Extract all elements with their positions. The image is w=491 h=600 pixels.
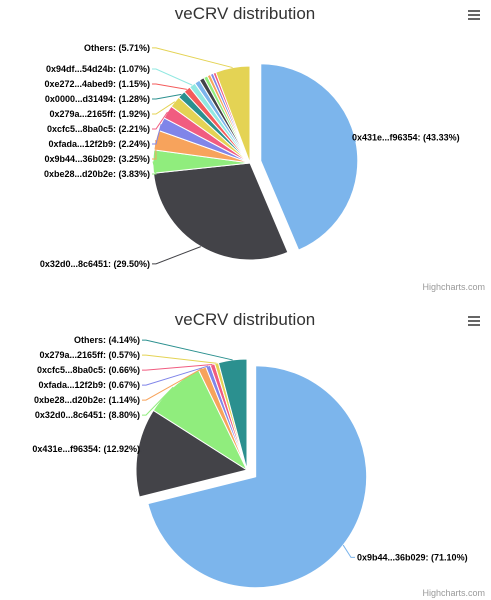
pie-chart-1: veCRV distribution 0x431e...f96354: (43.…: [40, 4, 485, 292]
chart-title: veCRV distribution: [175, 4, 315, 23]
highcharts-credit-link[interactable]: Highcharts.com: [422, 282, 485, 292]
hamburger-menu-icon[interactable]: [462, 6, 484, 26]
connector-line: [345, 137, 357, 142]
connector-line: [152, 101, 176, 115]
slice-label: Others: (5.71%): [84, 43, 150, 53]
slice-label: 0xbe28...d20b2e: (1.14%): [34, 395, 140, 405]
chart-panel-2: veCRV distribution 0x9b44...36b029: (71.…: [0, 300, 491, 600]
connector-line: [142, 364, 213, 371]
hamburger-menu-icon[interactable]: [462, 312, 484, 332]
connector-line: [142, 365, 209, 386]
connector-line: [152, 111, 168, 130]
pie-slice-0[interactable]: [147, 365, 368, 589]
slice-label: 0x431e...f96354: (12.92%): [32, 444, 140, 454]
connector-line: [152, 47, 233, 69]
connector-line: [152, 161, 157, 175]
connector-line: [152, 246, 201, 265]
pie-chart-2: veCRV distribution 0x9b44...36b029: (71.…: [32, 310, 485, 598]
slice-label: 0x9b44...36b029: (71.10%): [357, 552, 468, 562]
pie-slice-16[interactable]: [215, 65, 251, 164]
slice-label: 0x32d0...8c6451: (29.50%): [40, 259, 150, 269]
slice-label: 0xbe28...d20b2e: (3.83%): [44, 169, 150, 179]
slice-label: 0x279a...2165ff: (1.92%): [49, 109, 150, 119]
slice-label: 0x431e...f96354: (43.33%): [352, 133, 460, 143]
chart-panel-1: veCRV distribution 0x431e...f96354: (43.…: [40, 4, 485, 292]
slice-label: 0x0000...d31494: (1.28%): [45, 94, 150, 104]
connector-line: [142, 386, 174, 416]
slice-label: 0x94df...54d24b: (1.07%): [46, 64, 150, 74]
connector-line: [342, 544, 355, 558]
highcharts-credit-link[interactable]: Highcharts.com: [422, 588, 485, 598]
connector-line: [152, 93, 182, 100]
slice-label: 0xfada...12f2b9: (0.67%): [38, 380, 140, 390]
slice-label: 0x9b44...36b029: (3.25%): [44, 154, 150, 164]
connector-line: [152, 68, 193, 86]
connector-line: [142, 354, 217, 364]
connector-line: [142, 339, 233, 361]
slice-label: Others: (4.14%): [74, 335, 140, 345]
chart-title: veCRV distribution: [175, 310, 315, 329]
pie-slice-1[interactable]: [152, 162, 289, 261]
slice-label: 0xe272...4abed9: (1.15%): [44, 79, 150, 89]
pie-slice-7[interactable]: [217, 358, 248, 471]
slice-label: 0xcfc5...8ba0c5: (0.66%): [37, 365, 140, 375]
connector-line: [137, 448, 147, 453]
slice-label: 0x279a...2165ff: (0.57%): [39, 350, 140, 360]
slice-label: 0xfada...12f2b9: (2.24%): [48, 139, 150, 149]
connector-line: [152, 140, 157, 160]
slice-label: 0xcfc5...8ba0c5: (2.21%): [47, 124, 150, 134]
connector-line: [152, 123, 162, 145]
connector-line: [142, 368, 203, 401]
slice-label: 0x32d0...8c6451: (8.80%): [35, 410, 140, 420]
connector-line: [152, 83, 187, 90]
